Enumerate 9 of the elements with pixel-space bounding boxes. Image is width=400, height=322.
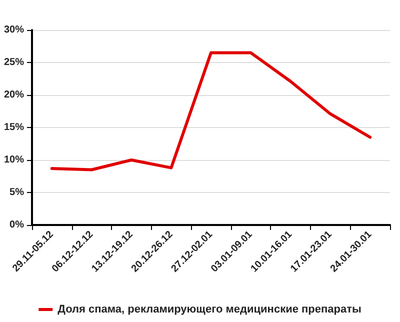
y-tick-label: 10% <box>4 154 24 166</box>
y-tick-label: 25% <box>4 57 24 68</box>
legend-label: Доля спама, рекламирующего медицинские препараты <box>58 304 362 316</box>
y-tick-label: 30% <box>4 24 24 36</box>
y-tick-label: 15% <box>4 122 24 133</box>
y-tick-label: 5% <box>10 187 24 198</box>
line-series <box>50 51 372 172</box>
y-tick-label: 0% <box>10 220 24 230</box>
y-tick-label: 20% <box>4 90 24 100</box>
